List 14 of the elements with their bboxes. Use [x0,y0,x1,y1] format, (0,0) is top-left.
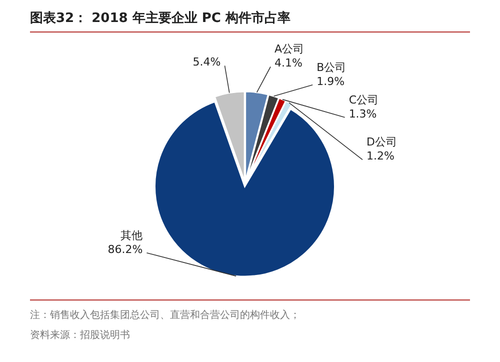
data-label: 1.3% [348,107,377,120]
slice-label: D公司 [366,136,397,149]
data-label: 4.1% [274,56,302,70]
slice-label: A公司 [274,42,304,56]
text: 资料来源：招股说明书 [30,329,130,341]
data-label: 1.9% [316,74,345,88]
slice-label: B公司 [316,60,346,74]
chart-title: 图表32： 2018 年主要企业 PC 构件市占率 [30,10,290,26]
data-label: 1.2% [366,150,394,163]
data-label: 5.4% [192,56,221,69]
slice-label: C公司 [348,93,379,106]
text: 注：销售收入包括集团总公司、直营和合营公司的构件收入； [30,309,300,321]
data-label: 86.2% [108,242,143,256]
slice-label: 其他 [120,228,143,242]
